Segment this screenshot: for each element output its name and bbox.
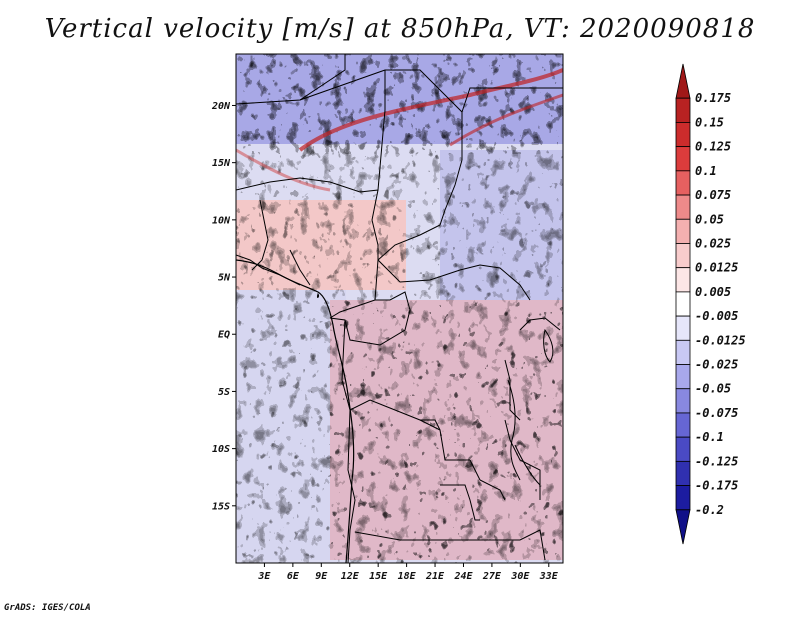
colorbar: 0.175 0.15 0.125 0.1 0.075 0.05 0.025 0.0125 0.0… (675, 63, 746, 545)
lat-label: 5N (218, 273, 231, 284)
colorbar-label: 0.15 (695, 115, 724, 129)
colorbar-swatch (675, 243, 691, 269)
colorbar-label: 0.125 (695, 140, 731, 154)
lat-label: 15N (212, 158, 231, 169)
colorbar-swatch (675, 146, 691, 172)
lon-label: 21E (425, 571, 445, 582)
colorbar-swatch (675, 291, 691, 317)
colorbar-label: 0.075 (695, 188, 731, 202)
credit-label: GrADS: IGES/COLA (4, 603, 91, 613)
colorbar-swatch (675, 339, 691, 365)
lon-label: 33E (539, 571, 559, 582)
lon-label: 9E (315, 571, 328, 582)
colorbar-swatch (675, 315, 691, 341)
lon-label: 18E (398, 571, 417, 582)
colorbar-label: -0.0125 (695, 333, 746, 347)
colorbar-label: 0.05 (695, 212, 724, 226)
lat-label: 10N (212, 215, 231, 226)
lat-label: 20N (211, 101, 231, 112)
colorbar-label: 0.0125 (695, 261, 738, 275)
lon-label: 27E (482, 571, 502, 582)
lon-label: 30E (510, 571, 530, 582)
colorbar-swatch (675, 364, 691, 390)
lon-label: 15E (369, 571, 388, 582)
colorbar-swatch (675, 460, 691, 486)
colorbar-swatch (675, 194, 691, 220)
lon-label: 12E (341, 571, 360, 582)
colorbar-swatch (675, 218, 691, 244)
colorbar-swatch (675, 122, 691, 148)
colorbar-label: -0.125 (695, 454, 738, 468)
lat-label: 10S (212, 444, 230, 455)
colorbar-label: -0.025 (695, 358, 738, 372)
lon-label: 6E (287, 571, 300, 582)
colorbar-swatch (675, 63, 691, 99)
lon-label: 24E (453, 571, 473, 582)
colorbar-label: 0.025 (695, 236, 731, 250)
lat-label: 15S (212, 501, 230, 512)
colorbar-label: 0.005 (695, 285, 731, 299)
colorbar-label: -0.175 (695, 479, 738, 493)
colorbar-label: 0.175 (695, 91, 731, 105)
colorbar-swatch (675, 388, 691, 414)
chart-title: Vertical velocity [m/s] at 850hPa, VT: 2… (44, 14, 756, 44)
colorbar-label: -0.005 (695, 309, 738, 323)
velocity-field (236, 54, 563, 563)
colorbar-swatch (675, 97, 691, 123)
lakes (316, 292, 554, 486)
colorbar-swatch (675, 267, 691, 293)
colorbar-label: 0.1 (695, 164, 717, 178)
lat-label: EQ (218, 330, 230, 341)
map-axes: 20N 15N 10N 5N EQ 5S 10S 15S 3E 6E 9E 12E 15E 18E 21E 2… (211, 101, 559, 582)
lat-label: 5S (218, 387, 230, 398)
lon-label: 3E (257, 571, 271, 582)
country-borders (236, 54, 563, 563)
colorbar-swatch (675, 412, 691, 438)
colorbar-swatch (675, 170, 691, 196)
colorbar-label: -0.05 (695, 382, 731, 396)
colorbar-swatch (675, 485, 691, 511)
colorbar-label: -0.1 (695, 430, 724, 444)
colorbar-swatch (675, 509, 691, 545)
colorbar-swatch (675, 436, 691, 462)
map-frame (235, 53, 564, 564)
coastline (236, 259, 355, 563)
colorbar-label: -0.2 (695, 503, 724, 517)
colorbar-label: -0.075 (695, 406, 738, 420)
